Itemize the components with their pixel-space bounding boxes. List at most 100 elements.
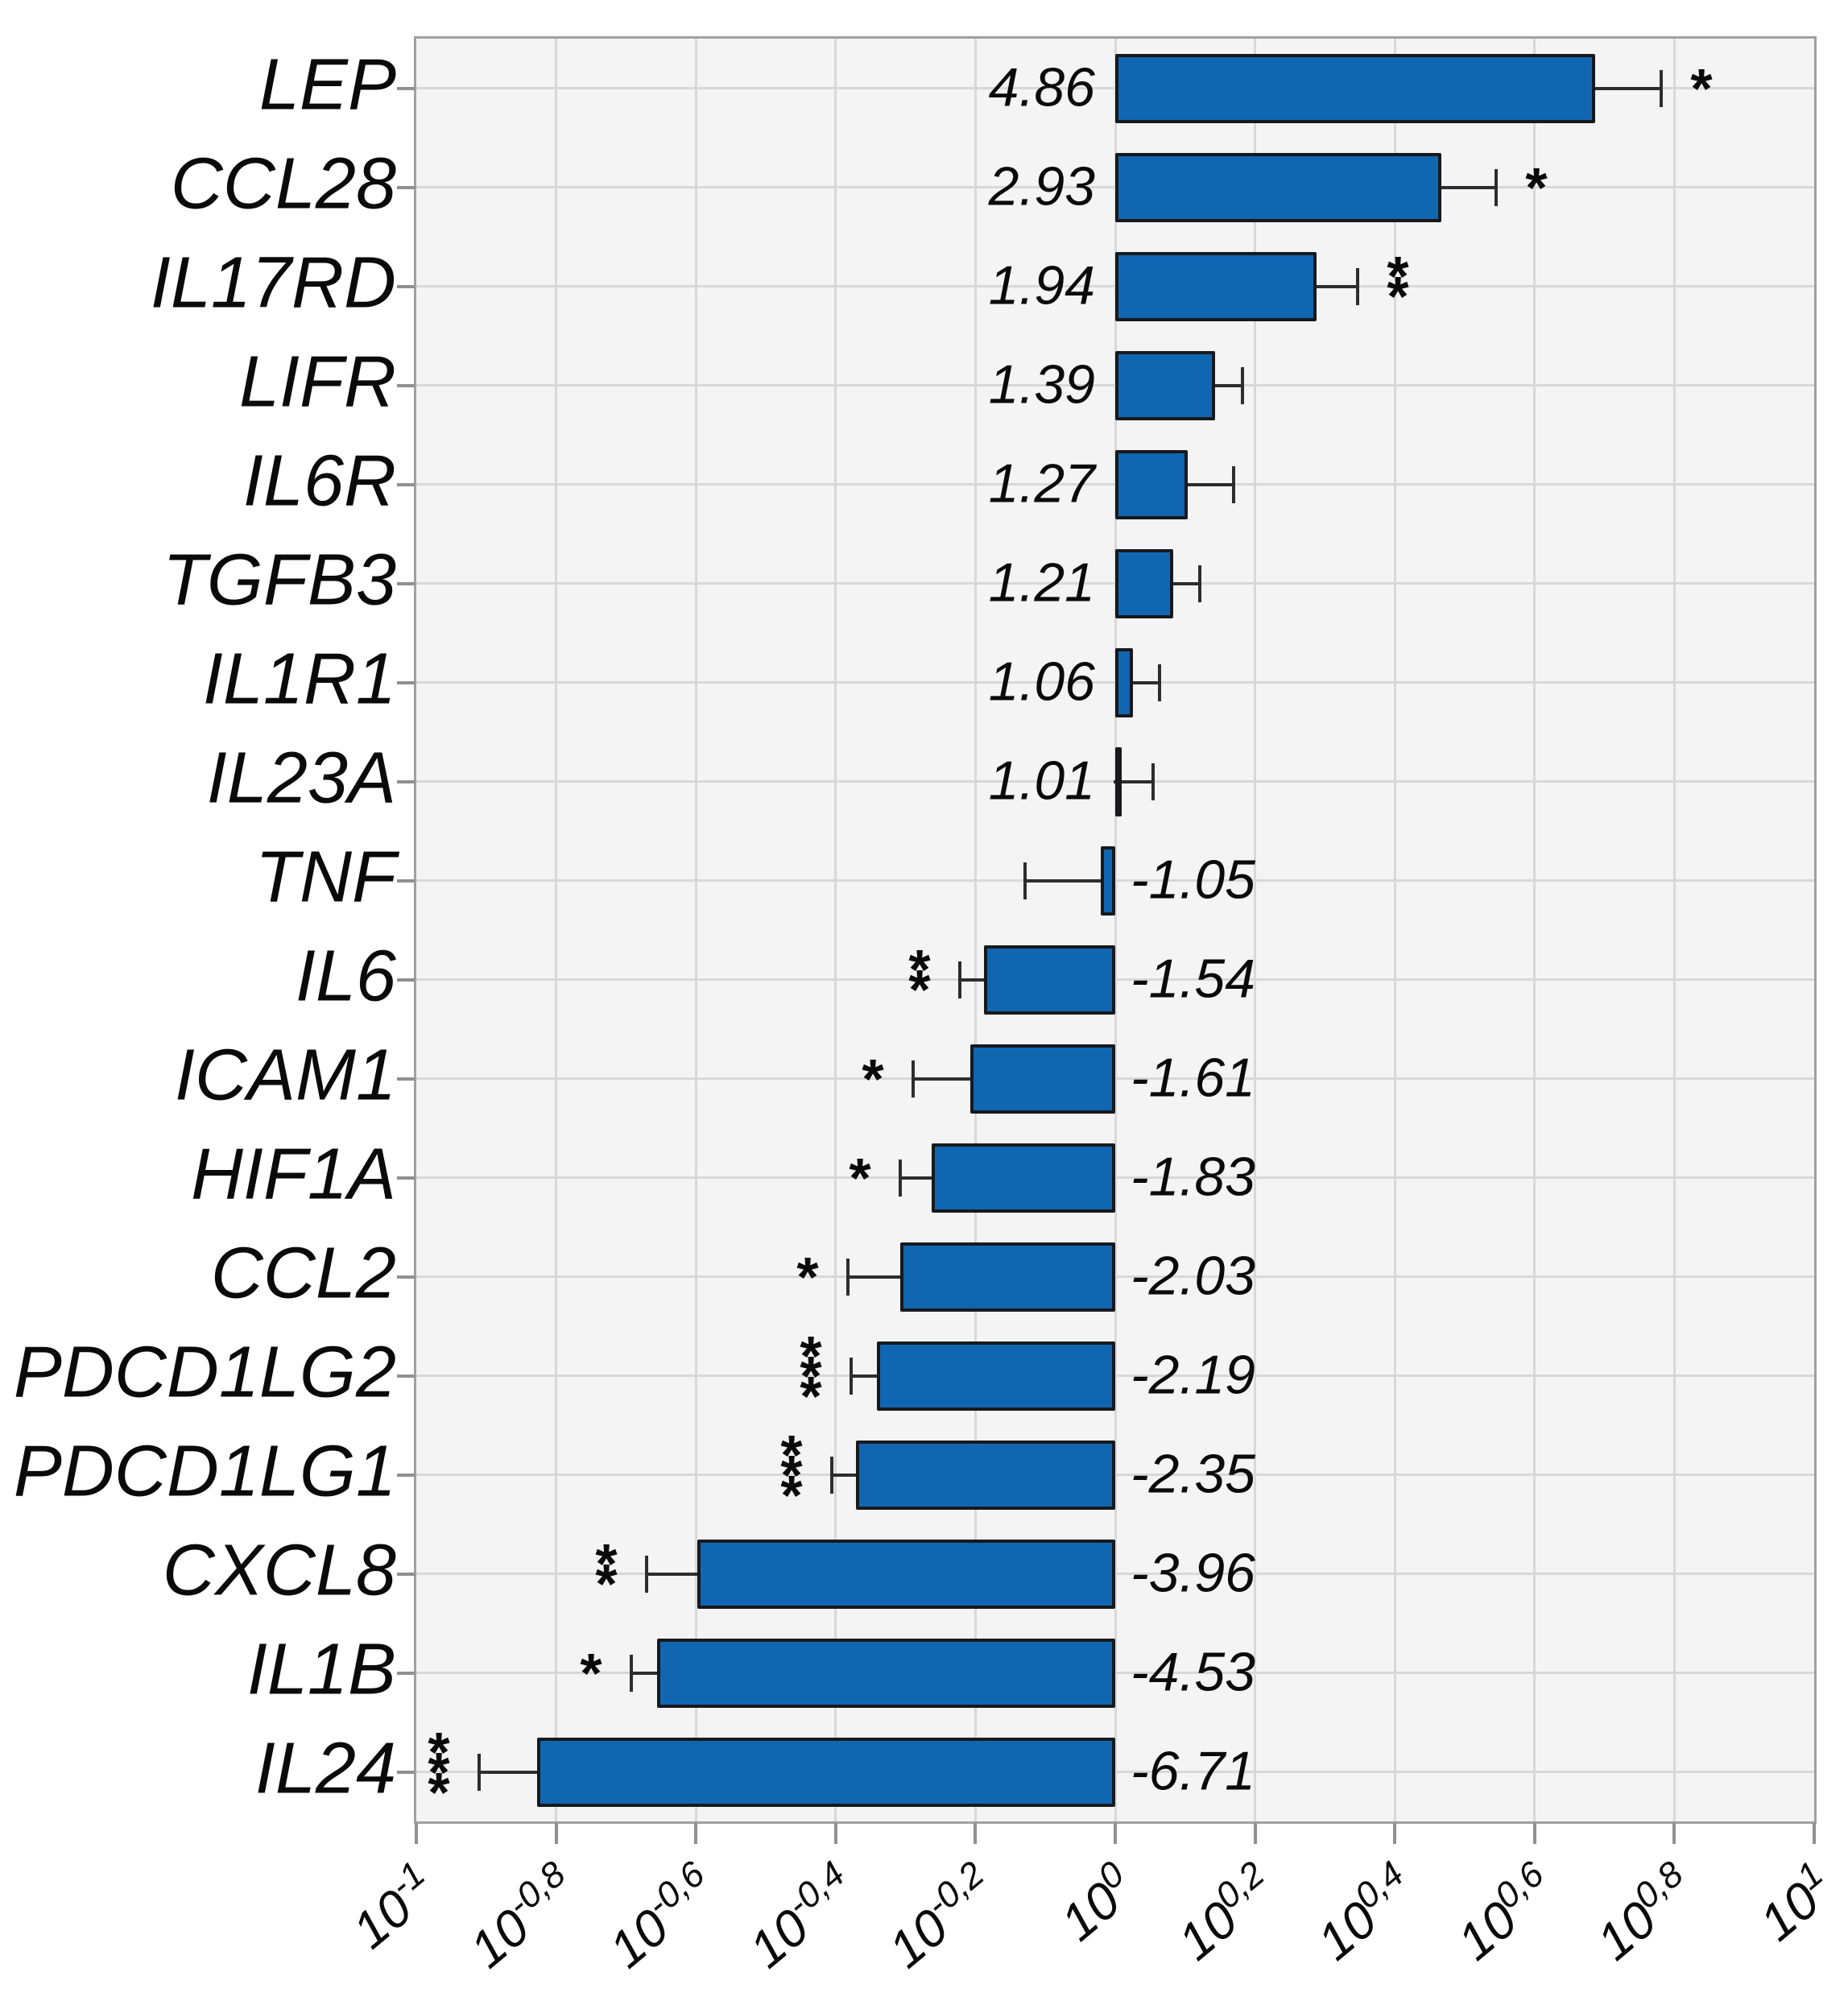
y-tick-mark [397,384,415,387]
significance-star: * [580,1642,602,1705]
value-label: 1.06 [988,651,1095,713]
gene-label: TGFB3 [162,539,396,621]
bar [537,1738,1115,1807]
x-tick-label: 100,8 [1582,1854,1705,1972]
x-tick-mark [834,1823,837,1844]
bar [1115,252,1317,321]
error-bar [960,978,996,982]
error-bar [1176,483,1233,486]
x-tick-mark [1114,1823,1117,1844]
significance-star: * [595,1532,618,1595]
x-tick-mark [1813,1823,1816,1844]
gene-label: IL6R [242,440,396,522]
value-label: -1.61 [1131,1047,1255,1109]
y-tick-mark [397,780,415,783]
y-gridline [416,1771,1814,1773]
x-tick-mark [555,1823,558,1844]
y-tick-mark [397,483,415,486]
error-bar-cap [912,1060,915,1098]
error-bar [1114,780,1153,783]
y-tick-mark [397,1672,415,1675]
bar [984,945,1115,1015]
gene-label: PDCD1LG2 [13,1332,396,1413]
significance-star: * [428,1761,450,1824]
y-tick-mark [397,1176,415,1180]
x-gridline [1394,39,1396,1821]
x-gridline [1114,39,1117,1821]
bar [657,1639,1115,1708]
error-bar-cap [850,1358,853,1395]
x-tick-label: 100,2 [1164,1854,1287,1972]
x-tick-label: 10-0,6 [594,1854,727,1979]
error-bar-cap [630,1655,633,1692]
bar [1115,747,1122,816]
error-bar [832,1474,868,1477]
value-label: -1.05 [1131,849,1255,911]
x-tick-label: 10-0,2 [874,1854,1007,1979]
bar [1115,648,1133,717]
gene-label: PDCD1LG1 [13,1431,396,1512]
x-tick-label: 100,6 [1443,1854,1566,1972]
x-gridline [1673,39,1676,1821]
bar [1115,351,1215,420]
gene-label: CCL2 [210,1233,396,1314]
significance-star: * [1387,265,1409,328]
value-label: 4.86 [988,56,1095,118]
significance-star: * [1525,156,1548,219]
error-bar [913,1077,982,1081]
error-bar-cap [899,1160,902,1197]
significance-star: * [800,1345,822,1408]
x-tick-mark [415,1823,418,1844]
error-bar-cap [1023,862,1027,899]
bar [1115,549,1173,618]
y-tick-mark [397,681,415,684]
y-gridline [416,1573,1814,1575]
y-tick-mark [397,1573,415,1576]
value-label: 1.39 [988,353,1095,415]
x-tick-label: 10-0,4 [734,1854,867,1979]
error-bar [900,1176,944,1180]
error-bar [1429,186,1496,189]
gene-label: CCL28 [170,143,396,225]
value-label: 2.93 [988,155,1095,217]
x-tick-label: 10-1 [338,1854,448,1960]
error-bar-cap [1495,169,1498,206]
x-tick-label: 100 [1046,1854,1147,1953]
y-gridline [416,1077,1814,1080]
x-tick-label: 101 [1745,1854,1846,1953]
x-tick-mark [1393,1823,1396,1844]
error-bar-cap [830,1457,833,1494]
error-bar [631,1672,668,1675]
value-label: -2.19 [1131,1344,1255,1406]
y-gridline [416,1275,1814,1278]
significance-star: * [908,958,931,1021]
value-label: -2.03 [1131,1245,1255,1307]
error-bar [1203,384,1242,387]
gene-label: IL24 [254,1728,396,1809]
x-gridline [1254,39,1256,1821]
gene-label: TNF [255,837,396,918]
significance-star: * [800,1365,822,1428]
significance-star: * [1690,57,1713,120]
y-tick-mark [397,87,415,90]
significance-star: * [780,1424,803,1486]
error-bar-cap [1241,367,1244,404]
error-bar-cap [645,1556,648,1593]
y-tick-mark [397,1275,415,1279]
bar [1115,54,1595,123]
y-tick-mark [397,1077,415,1081]
value-label: 1.01 [988,750,1095,812]
error-bar [1161,582,1200,585]
value-label: -4.53 [1131,1641,1255,1703]
value-label: -3.96 [1131,1542,1255,1604]
significance-star: * [780,1444,803,1507]
y-tick-mark [397,582,415,585]
error-bar-cap [1660,70,1663,107]
error-bar [848,1275,912,1279]
error-bar [1025,879,1113,883]
significance-star: * [428,1721,450,1784]
y-tick-mark [397,285,415,288]
x-gridline [974,39,977,1821]
x-gridline [555,39,557,1821]
